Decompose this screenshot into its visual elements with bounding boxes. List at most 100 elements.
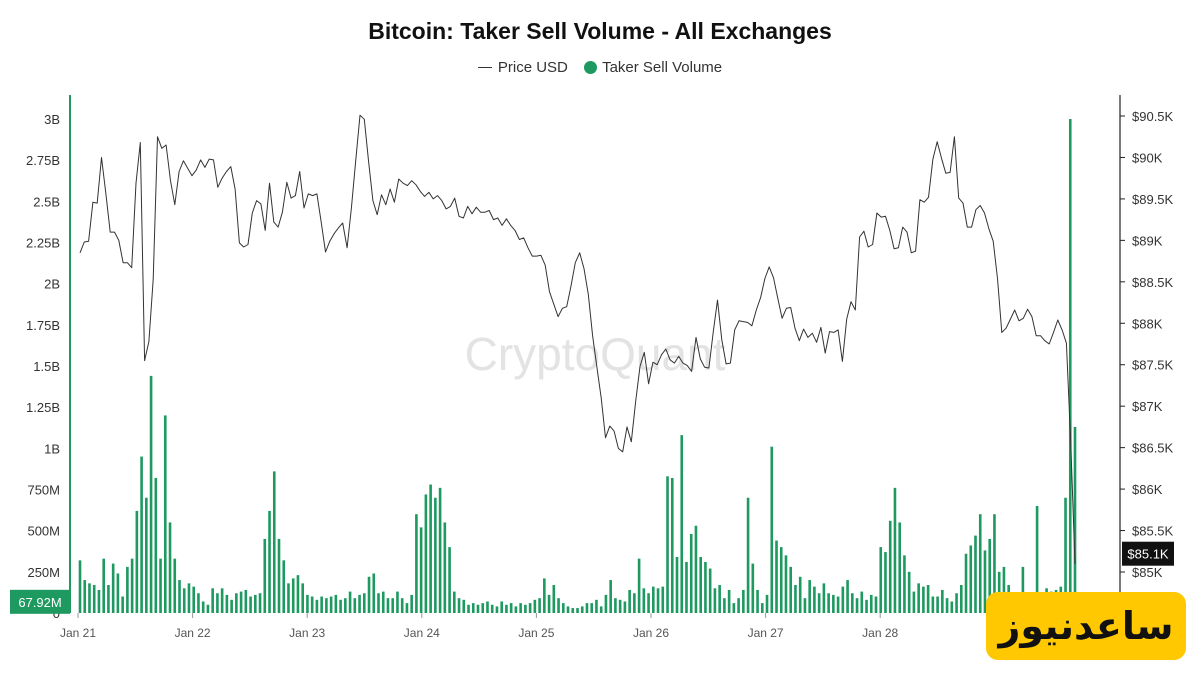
volume-bar[interactable] [254,594,257,613]
volume-bar[interactable] [457,598,461,613]
volume-bar[interactable] [83,580,87,613]
volume-bar[interactable] [182,588,186,613]
volume-bar[interactable] [727,589,731,613]
volume-bar[interactable] [78,560,82,613]
volume-bar[interactable] [723,598,726,613]
volume-bar[interactable] [770,446,774,613]
volume-bar[interactable] [851,593,854,613]
volume-bar[interactable] [822,583,826,613]
volume-bar[interactable] [912,591,916,613]
volume-bar[interactable] [410,594,413,613]
volume-bar[interactable] [471,603,475,613]
volume-bar[interactable] [415,514,418,613]
volume-bar[interactable] [756,589,759,613]
volume-bar[interactable] [509,603,513,613]
volume-bar[interactable] [983,550,987,613]
volume-bar[interactable] [268,510,271,613]
volume-bar[interactable] [533,599,537,613]
volume-bar[interactable] [680,435,684,613]
volume-bar[interactable] [216,593,219,613]
volume-bar[interactable] [500,601,503,613]
volume-bar[interactable] [557,598,560,613]
volume-bar[interactable] [865,599,868,613]
volume-bar[interactable] [879,547,883,613]
volume-bar[interactable] [462,599,466,613]
volume-bar[interactable] [178,580,181,613]
volume-bar[interactable] [235,593,238,613]
volume-bar[interactable] [666,476,669,613]
volume-bar[interactable] [187,583,191,613]
volume-bar[interactable] [88,583,91,613]
volume-bar[interactable] [609,580,612,613]
volume-bar[interactable] [400,598,404,613]
volume-bar[interactable] [832,594,835,613]
price-line[interactable] [79,114,1076,564]
volume-bar[interactable] [922,586,925,613]
volume-bar[interactable] [675,557,679,613]
volume-bar[interactable] [618,599,622,613]
volume-bar[interactable] [647,593,650,613]
volume-bar[interactable] [604,594,608,613]
volume-bar[interactable] [211,588,214,613]
volume-bar[interactable] [652,586,655,613]
volume-bar[interactable] [225,594,229,613]
volume-bar[interactable] [481,603,485,613]
volume-bar[interactable] [1073,426,1077,613]
volume-bar[interactable] [732,603,736,613]
volume-bar[interactable] [642,588,646,613]
volume-bar[interactable] [263,538,267,613]
volume-bar[interactable] [576,608,579,613]
volume-bar[interactable] [817,593,821,613]
volume-bar[interactable] [453,591,456,613]
volume-bar[interactable] [699,557,702,613]
volume-bar[interactable] [329,596,333,613]
volume-bar[interactable] [163,415,167,613]
volume-bar[interactable] [121,596,124,613]
volume-bar[interactable] [111,563,115,613]
volume-bar[interactable] [372,573,376,613]
volume-bar[interactable] [391,598,395,613]
volume-bar[interactable] [249,596,252,613]
volume-bar[interactable] [547,594,551,613]
volume-bar[interactable] [978,514,982,613]
volume-bar[interactable] [344,598,347,613]
volume-bar[interactable] [903,555,906,613]
volume-bar[interactable] [718,585,721,613]
volume-bar[interactable] [742,589,745,613]
volume-bar[interactable] [884,552,887,613]
volume-bar[interactable] [751,563,755,613]
volume-bar[interactable] [334,594,338,613]
volume-bar[interactable] [694,525,698,613]
volume-bar[interactable] [206,604,210,613]
volume-bar[interactable] [917,583,920,613]
volume-bar[interactable] [945,598,949,613]
volume-bar[interactable] [135,510,139,613]
volume-bar[interactable] [524,604,527,613]
volume-bar[interactable] [633,593,636,613]
volume-bar[interactable] [258,593,262,613]
volume-bar[interactable] [381,591,385,613]
volume-bar[interactable] [552,585,556,613]
volume-bar[interactable] [419,527,423,613]
volume-bar[interactable] [959,585,963,613]
volume-bar[interactable] [656,588,660,613]
volume-bar[interactable] [325,598,328,613]
volume-bar[interactable] [107,585,110,613]
volume-bar[interactable] [803,598,807,613]
volume-bar[interactable] [514,606,518,613]
volume-bar[interactable] [685,561,688,613]
volume-bar[interactable] [888,520,892,613]
volume-bar[interactable] [201,601,205,613]
volume-bar[interactable] [789,566,793,613]
volume-bar[interactable] [595,599,598,613]
volume-bar[interactable] [1002,566,1006,613]
volume-bar[interactable] [760,603,764,613]
volume-bar[interactable] [301,583,304,613]
volume-bar[interactable] [765,594,769,613]
volume-bar[interactable] [661,586,665,613]
volume-bar[interactable] [448,547,451,613]
volume-bar[interactable] [860,591,864,613]
volume-bar[interactable] [486,601,489,613]
volume-bar[interactable] [936,596,939,613]
